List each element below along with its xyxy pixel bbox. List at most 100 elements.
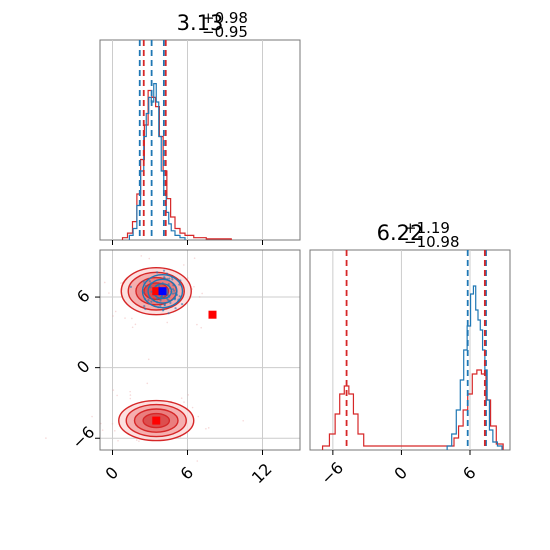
scatter-point-blue: [142, 280, 145, 283]
density-2d-markers: [152, 287, 217, 425]
ticklabel-2d-x-0: 0: [101, 463, 122, 484]
scatter-point-blue: [157, 285, 161, 288]
scatter-point-blue: [165, 272, 169, 275]
scatter-point-red: [134, 323, 137, 326]
scatter-point-red: [114, 429, 116, 432]
density-2d-frame: [99, 249, 301, 451]
scatter-point-red: [129, 397, 132, 400]
scatter-point-blue: [171, 278, 174, 281]
scatter-point-blue: [162, 269, 166, 272]
scatter-point-blue: [155, 297, 159, 301]
scatter-point-blue: [159, 304, 162, 307]
param1-minus: −0.95: [202, 23, 248, 41]
scatter-point-red: [196, 460, 199, 462]
scatter-point-red: [114, 310, 117, 313]
histogram-param1-title: 3.13: [177, 11, 224, 35]
density-2d-panel: −606 0 6 12: [45, 249, 301, 487]
scatter-point-blue: [147, 299, 150, 302]
scatter-point-blue: [168, 277, 171, 280]
scatter-point-red: [148, 257, 151, 260]
scatter-point-red: [147, 358, 150, 361]
scatter-point-blue: [163, 303, 166, 306]
histogram-param2-xticks: −6 0 6: [317, 450, 480, 488]
histogram-param2-blue: [446, 285, 503, 450]
ticklabel-2d-y-0: −6: [68, 422, 98, 452]
scatter-point-blue: [171, 292, 175, 295]
scatter-point-red: [193, 257, 196, 259]
scatter-point-blue: [144, 307, 147, 310]
scatter-point-red: [242, 419, 245, 422]
scatter-point-red: [191, 406, 194, 409]
scatter-point-red: [111, 422, 114, 425]
histogram-param1-quantiles: [138, 40, 167, 240]
param1-median: 3.13: [177, 11, 224, 35]
ticklabel-2d-y-1: 0: [73, 357, 94, 378]
scatter-point-blue: [167, 298, 170, 302]
scatter-point-blue: [179, 279, 182, 282]
scatter-point-blue: [148, 280, 151, 283]
scatter-point-red: [116, 394, 118, 397]
scatter-point-red: [91, 415, 93, 418]
scatter-point-blue: [171, 288, 175, 291]
ticklabel-param2-2: 6: [459, 463, 480, 484]
scatter-point-red: [140, 255, 143, 257]
histogram-param2-frame: [309, 249, 511, 451]
scatter-point-red: [101, 429, 104, 431]
histogram-param1-series: [121, 83, 232, 240]
ticklabel-param2-0: −6: [317, 458, 347, 488]
ticklabel-2d-x-1: 6: [176, 463, 197, 484]
scatter-point-red: [197, 415, 200, 418]
histogram-param1-red: [121, 89, 232, 240]
histogram-param1-blue: [128, 83, 186, 240]
scatter-point-blue: [169, 301, 172, 305]
scatter-point-blue: [166, 292, 169, 295]
scatter-point-red: [124, 317, 126, 319]
scatter-point-red: [193, 285, 195, 288]
scatter-point-red: [180, 397, 183, 399]
marker-blue-0: [158, 287, 167, 296]
scatter-point-red: [196, 323, 198, 326]
histogram-param2-grid: [332, 250, 471, 450]
histogram-param2-quantiles: [345, 250, 487, 450]
density-2d-yticks: −6 0 6: [68, 286, 100, 453]
scatter-point-blue: [161, 309, 165, 312]
scatter-point-blue: [150, 300, 153, 303]
scatter-point-red: [112, 389, 115, 391]
scatter-point-blue: [167, 282, 170, 286]
scatter-point-red: [112, 315, 114, 317]
contour-blue-1: [147, 278, 178, 304]
scatter-point-blue: [180, 302, 184, 306]
histogram-param2-panel: −6 0 6 6.22 +1.19 −10.98: [309, 219, 511, 488]
scatter-point-red: [183, 401, 185, 403]
scatter-point-red: [166, 321, 169, 324]
scatter-point-red: [131, 317, 133, 320]
scatter-point-red: [146, 382, 149, 385]
scatter-point-blue: [163, 295, 166, 298]
histogram-param1-grid: [112, 40, 263, 245]
scatter-point-blue: [149, 286, 152, 289]
histogram-param2-title: 6.22: [377, 221, 424, 245]
ticklabel-2d-x-2: 12: [248, 459, 276, 487]
density-2d-xticks: 0 6 12: [101, 450, 276, 487]
contour-blue-0: [141, 274, 184, 309]
scatter-point-red: [131, 326, 134, 329]
scatter-point-blue: [144, 285, 147, 288]
scatter-point-red: [135, 439, 138, 441]
scatter-point-red: [200, 326, 203, 329]
scatter-point-red: [187, 277, 189, 279]
marker-red-1: [208, 310, 217, 319]
scatter-point-red: [129, 390, 131, 393]
param2-plus: +1.19: [404, 219, 450, 237]
scatter-point-blue: [143, 304, 146, 308]
scatter-point-red: [198, 296, 201, 298]
scatter-point-red: [138, 440, 140, 443]
histogram-param1-panel: 3.13 +0.98 −0.95: [99, 9, 301, 245]
histogram-param2-red: [321, 369, 504, 450]
scatter-point-red: [207, 427, 210, 429]
scatter-point-red: [120, 282, 122, 284]
scatter-point-blue: [167, 312, 170, 315]
param2-median: 6.22: [377, 221, 424, 245]
scatter-point-red: [117, 439, 119, 442]
scatter-point-red: [103, 281, 106, 284]
